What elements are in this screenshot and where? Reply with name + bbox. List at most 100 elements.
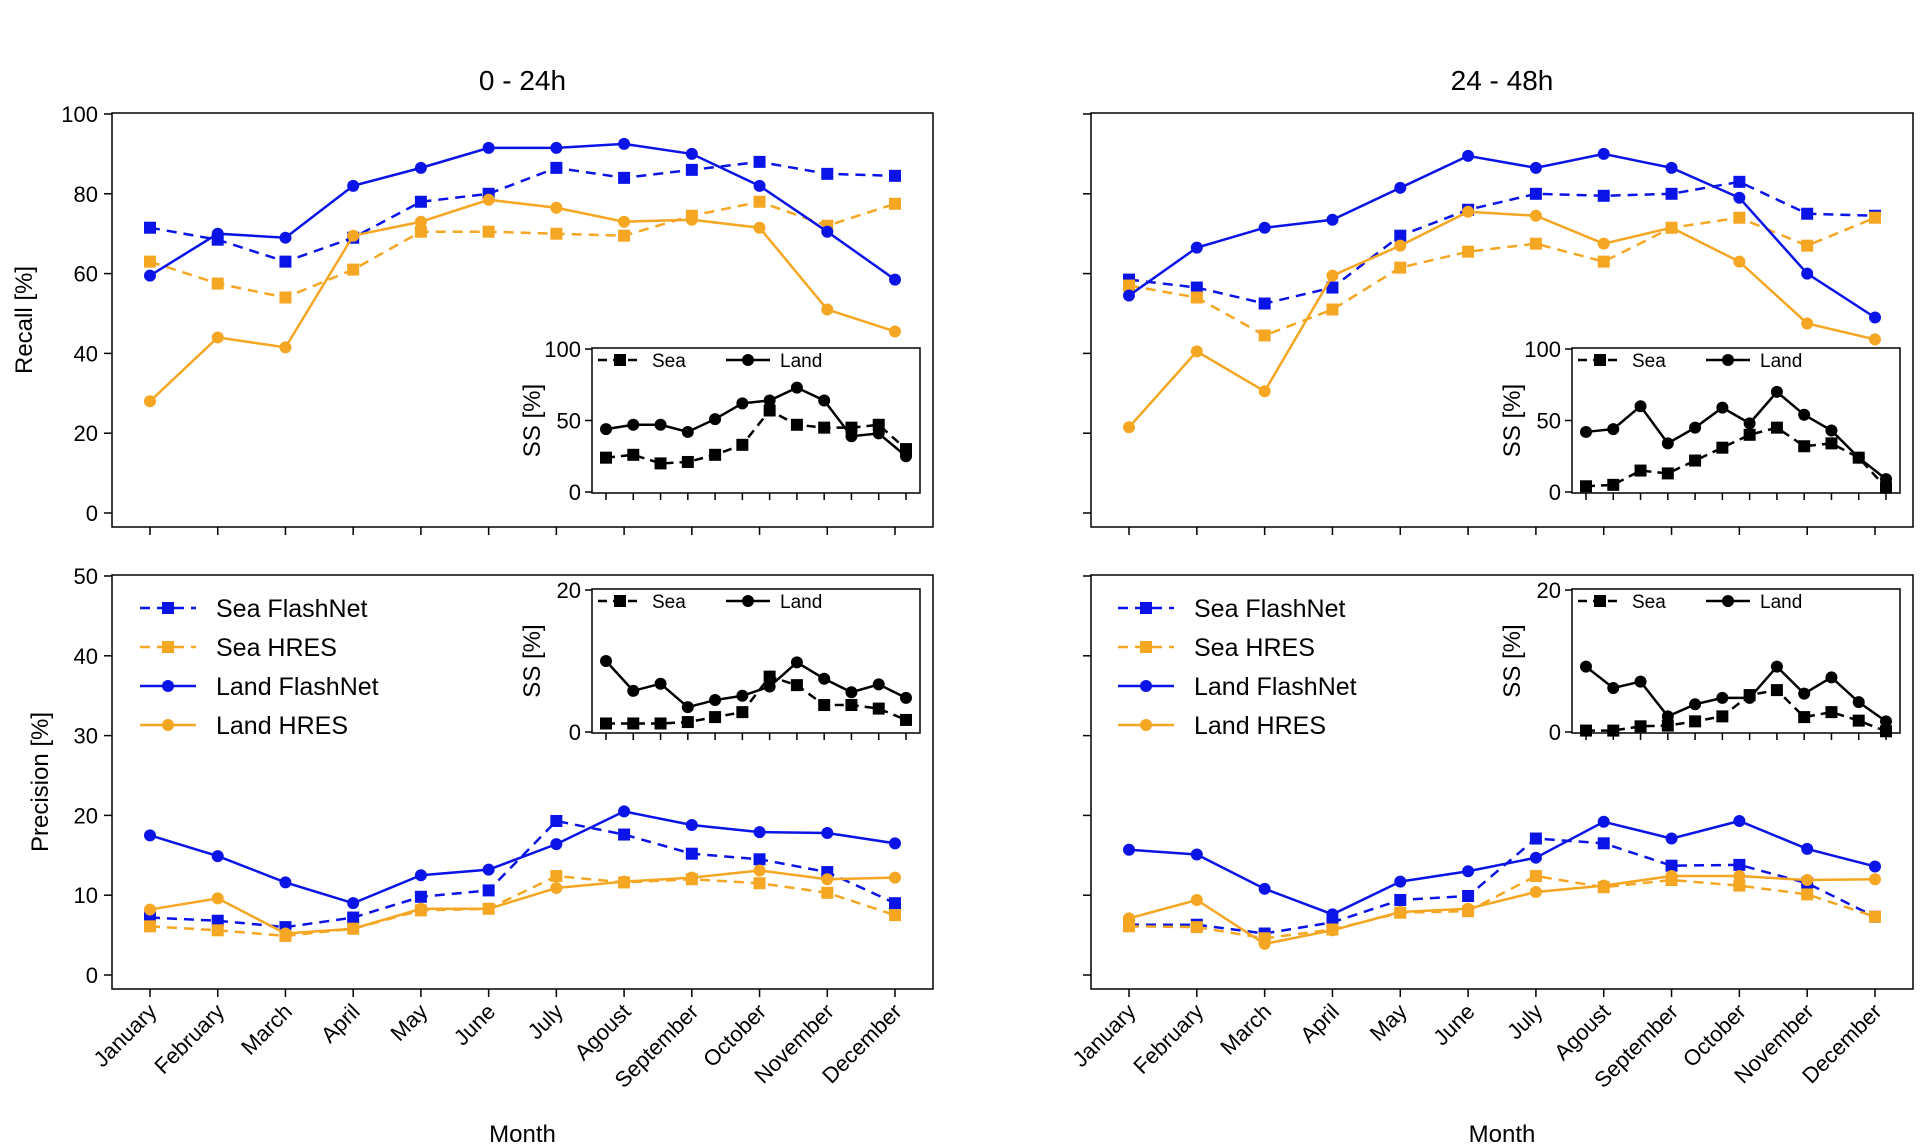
inset-data-point [1716,441,1729,454]
inset-series-land [600,381,912,463]
inset-legend-marker [614,595,626,607]
data-point [889,871,901,884]
data-point [279,341,292,354]
inset-data-point [872,678,885,691]
data-point [414,161,427,174]
data-point [144,829,156,842]
x-tick-label: May [1365,999,1412,1046]
plot-frame [1090,574,1914,990]
legend-label: Sea HRES [1194,634,1315,662]
inset-legend-label: Sea [652,351,686,372]
inset-y-axis-label: SS [%] [1499,384,1526,457]
data-point [1597,189,1610,202]
inset-data-point [1798,408,1811,421]
data-point [1869,860,1881,873]
data-point [414,902,427,915]
data-point [821,225,834,238]
data-point [1869,910,1881,923]
series-line [1128,874,1876,946]
inset-data-point [763,680,776,693]
series-land-flashnet [1123,814,1881,921]
data-point [1394,239,1407,252]
inset-data-point [1798,687,1811,700]
inset-data-point [709,711,722,724]
inset-legend: Sea Land [1578,592,1802,613]
inset-chart: 0 20 SS [%] Sea Land [1499,578,1901,745]
data-point [1394,181,1407,194]
inset-legend-label: Land [1760,592,1802,613]
data-point [1801,239,1814,252]
series-land-hres [1123,870,1881,950]
legend-label: Land FlashNet [216,673,379,701]
data-point [1190,893,1203,906]
data-point [685,147,698,160]
data-point [211,914,224,927]
data-point [821,826,834,839]
inset-data-point [600,655,612,667]
inset-legend: Sea Land [598,592,822,613]
series-sea-hres [1123,211,1881,342]
inset-data-point [627,418,640,431]
series-line [149,200,896,299]
series-sea-flashnet [1123,175,1881,310]
data-point [1665,161,1678,174]
legend-marker [1140,680,1152,692]
inset-data-point [1634,464,1647,477]
series-line [1128,180,1876,305]
data-point [1123,279,1135,292]
data-point [1258,297,1271,310]
data-point [1326,924,1339,937]
data-point [753,221,766,234]
inset-data-point [736,706,749,719]
data-point [347,897,360,910]
inset-data-point [1825,437,1838,450]
inset-data-point [1825,424,1838,437]
y-tick-label: 100 [61,102,98,127]
inset-data-point [1689,715,1702,728]
data-point [144,920,156,933]
inset-data-point [681,701,694,714]
data-point [618,137,631,150]
inset-series-land [1580,660,1892,728]
inset-data-point [900,691,912,704]
data-point [347,922,360,935]
data-point [347,179,360,192]
inset-legend-marker [742,595,754,607]
inset-data-point [790,679,803,692]
inset-data-point [1580,425,1592,438]
data-point [1123,912,1135,925]
data-point [618,875,631,888]
inset-legend-marker [1722,354,1734,366]
inset-data-point [600,423,612,436]
data-point [1258,385,1271,398]
series-sea-hres [1123,870,1881,945]
inset-data-point [900,713,912,726]
series-line [149,874,896,938]
y-tick-label: 60 [74,262,98,287]
data-point [753,877,766,890]
data-point [279,291,292,304]
inset-data-point [1607,681,1620,694]
data-point [144,269,156,282]
data-point [685,818,698,831]
data-point [1869,873,1881,886]
data-point [1597,237,1610,250]
inset-y-tick-label: 0 [1549,720,1561,745]
panel-recall_24_48: 24 - 48h 0 50 100 SS [%] Sea Land [1083,65,1914,535]
inset-data-point [1743,691,1756,704]
series-land-flashnet [144,805,901,910]
x-tick-label: April [1295,999,1344,1048]
data-point [1326,269,1339,282]
data-point [821,303,834,316]
data-point [211,227,224,240]
x-tick-label: February [1128,999,1208,1079]
inset-data-point [1689,421,1702,434]
inset-y-axis-label: SS [%] [519,624,546,697]
series-sea-hres [144,870,901,942]
data-point [821,873,834,886]
inset-data-point [763,394,776,407]
inset-data-point [1716,691,1729,704]
data-point [414,890,427,903]
data-point [618,828,631,841]
